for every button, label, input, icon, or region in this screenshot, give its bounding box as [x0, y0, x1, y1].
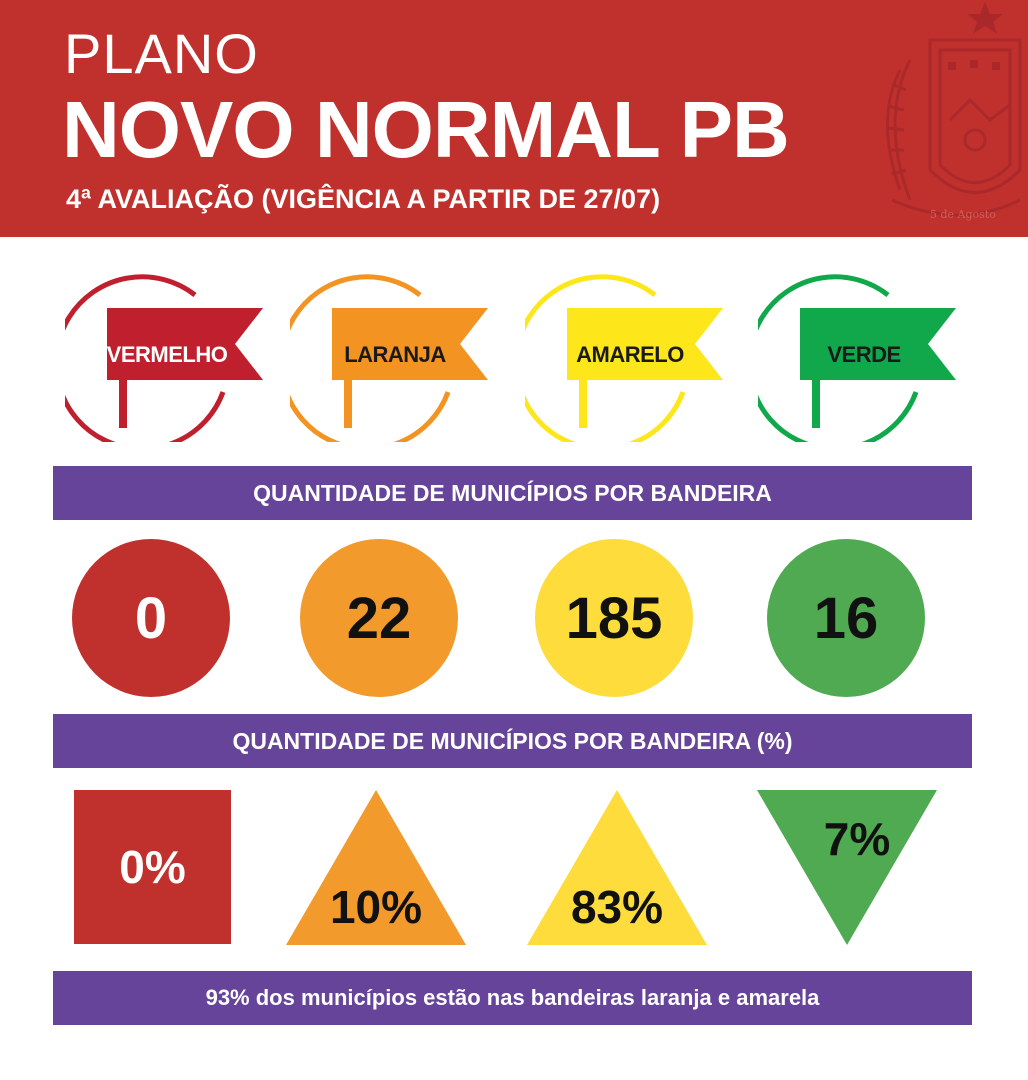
count-amarelo: 185 [535, 539, 693, 697]
banner-count: QUANTIDADE DE MUNICÍPIOS POR BANDEIRA [53, 466, 972, 520]
flag-vermelho-label: VERMELHO [106, 342, 228, 367]
state-crest-icon: 5 de Agosto [886, 2, 1022, 221]
flag-amarelo-label: AMARELO [576, 342, 684, 367]
count-verde: 16 [767, 539, 925, 697]
percent-verde-triangle [757, 790, 937, 945]
percent-amarelo-triangle [527, 790, 707, 945]
percent-amarelo: 83% [570, 881, 664, 933]
flags-row: VERMELHO LARANJA AMARELO VERDE [0, 262, 1028, 452]
percent-vermelho-square [74, 790, 231, 944]
flag-verde: VERDE [746, 262, 958, 452]
percent-verde: 7% [823, 813, 891, 865]
flag-verde-label: VERDE [827, 342, 901, 367]
header-plano: PLANO [64, 22, 259, 85]
page-title: NOVO NORMAL PB [62, 85, 790, 174]
header: PLANO NOVO NORMAL PB 4ª AVALIAÇÃO (VIGÊN… [0, 0, 1028, 237]
banner-percent: QUANTIDADE DE MUNICÍPIOS POR BANDEIRA (%… [53, 714, 972, 768]
percent-laranja: 10% [329, 881, 423, 933]
footer-banner: 93% dos municípios estão nas bandeiras l… [53, 971, 972, 1025]
crest-text: 5 de Agosto [930, 208, 996, 221]
header-subtitle: 4ª AVALIAÇÃO (VIGÊNCIA A PARTIR DE 27/07… [66, 184, 661, 214]
flag-vermelho: VERMELHO [53, 262, 265, 452]
percent-vermelho: 0% [119, 841, 186, 893]
flag-laranja: LARANJA [278, 262, 490, 452]
count-vermelho: 0 [72, 539, 230, 697]
flag-amarelo: AMARELO [513, 262, 725, 452]
count-laranja: 22 [300, 539, 458, 697]
percent-laranja-triangle [286, 790, 466, 945]
flag-laranja-label: LARANJA [344, 342, 446, 367]
